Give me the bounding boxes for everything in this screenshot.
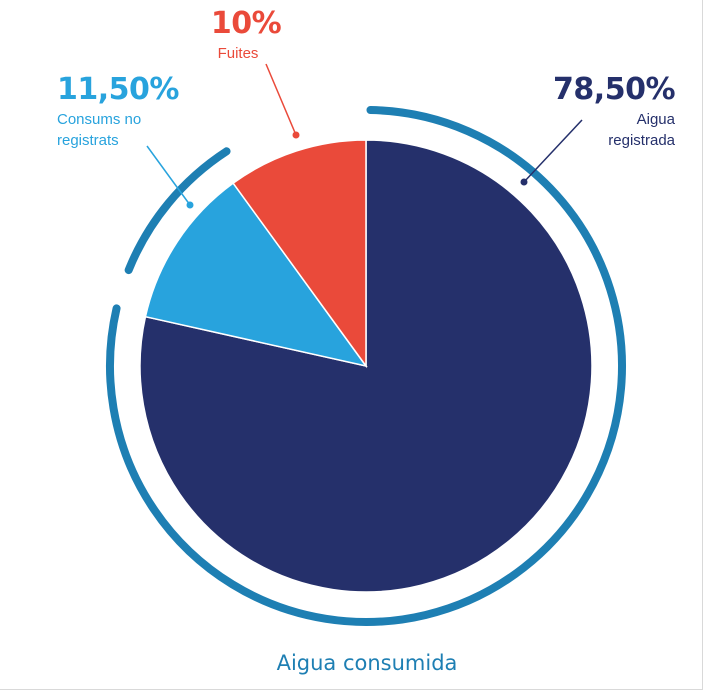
leader-registered-dot bbox=[520, 178, 528, 186]
slices-layer bbox=[139, 139, 593, 593]
slice-aigua-registrada bbox=[139, 139, 593, 593]
outer-ring-unregistered bbox=[124, 147, 231, 275]
slice-unregistered-label-line1: Consums no bbox=[57, 111, 141, 128]
slice-consums-no-registrats bbox=[144, 182, 368, 368]
chart-title: Aigua consumida bbox=[277, 651, 458, 675]
leader-registered bbox=[523, 119, 583, 183]
outer-ring-layer bbox=[106, 106, 626, 626]
leader-leaks-dot bbox=[292, 131, 300, 139]
leader-unregistered bbox=[146, 145, 191, 206]
slice-leaks-label-line1: Fuites bbox=[218, 45, 259, 62]
labels-layer: 78,50% Aigua registrada 11,50% Consums n… bbox=[57, 6, 676, 675]
frame-margin-right bbox=[703, 0, 713, 690]
slice-leaks-percent: 10% bbox=[211, 6, 282, 41]
slice-unregistered-percent: 11,50% bbox=[57, 72, 179, 107]
leader-leaks bbox=[265, 63, 297, 136]
slice-registered-label-line1: Aigua bbox=[637, 111, 676, 128]
slice-unregistered-label-line2: registrats bbox=[57, 132, 119, 149]
outer-ring-registered bbox=[106, 106, 626, 626]
frame-border-right bbox=[702, 0, 703, 690]
slice-fuites bbox=[232, 139, 367, 369]
leader-lines-layer bbox=[146, 63, 583, 209]
slice-registered-label-line2: registrada bbox=[608, 132, 675, 149]
slice-registered-percent: 78,50% bbox=[553, 72, 675, 107]
leader-unregistered-dot bbox=[186, 201, 194, 209]
